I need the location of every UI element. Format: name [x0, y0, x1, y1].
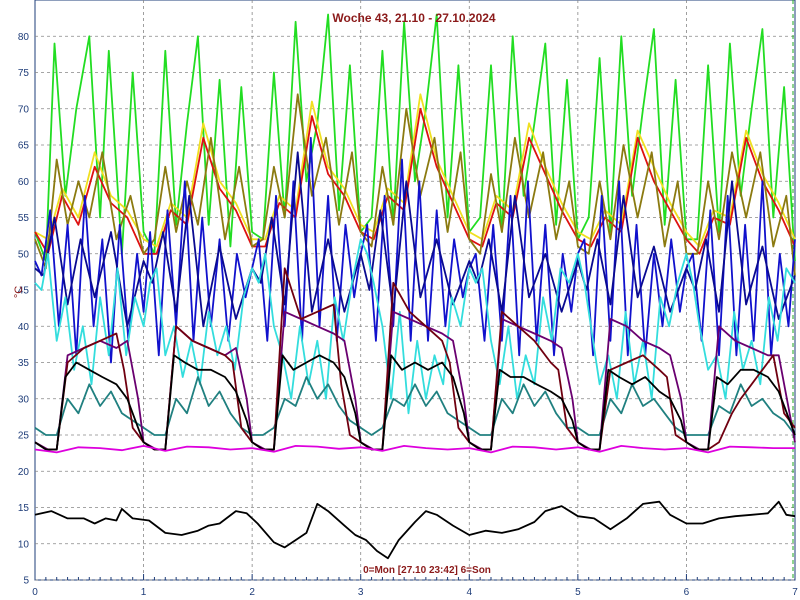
y-tick-label: 30: [18, 394, 30, 405]
series-line-olive: [34, 93, 796, 276]
y-tick-label: 5: [23, 576, 29, 587]
series-line-red: [34, 107, 796, 255]
y-tick-label: 20: [18, 467, 30, 478]
series-line-cyan: [34, 238, 796, 415]
y-tick-label: 60: [18, 177, 30, 188]
footer-note: 0=Mon [27.10 23:42] 6=Son: [363, 565, 491, 576]
y-tick-label: 40: [18, 322, 30, 333]
series-line-outdoor: [34, 500, 796, 560]
x-tick-label: 4: [467, 587, 473, 598]
y-tick-label: 70: [18, 104, 30, 115]
x-tick-label: 2: [249, 587, 255, 598]
series-layer: [34, 13, 796, 560]
chart-title: Woche 43, 21.10 - 27.10.2024: [332, 11, 496, 25]
series-line-purple: [34, 310, 796, 451]
x-tick-label: 3: [358, 587, 364, 598]
series-line-blue: [34, 136, 796, 364]
x-tick-label: 6: [684, 587, 690, 598]
y-tick-label: 80: [18, 32, 30, 43]
x-tick-label: 0: [32, 587, 38, 598]
y-tick-label: 45: [18, 286, 30, 297]
y-axis-label: °C: [13, 286, 25, 298]
y-tick-label: 65: [18, 141, 30, 152]
y-tick-label: 15: [18, 503, 30, 514]
series-line-teal: [34, 376, 796, 436]
series-line-green: [34, 13, 796, 262]
x-tick-label: 5: [575, 587, 581, 598]
x-tick-label: 7: [792, 587, 798, 598]
x-tick-label: 1: [141, 587, 147, 598]
y-tick-label: 55: [18, 213, 30, 224]
y-tick-label: 25: [18, 431, 30, 442]
series-line-magenta: [34, 444, 795, 454]
y-tick-label: 75: [18, 68, 30, 79]
y-tick-label: 35: [18, 358, 30, 369]
y-tick-label: 50: [18, 249, 30, 260]
series-line-navy: [34, 151, 796, 328]
y-tick-label: 10: [18, 539, 30, 550]
